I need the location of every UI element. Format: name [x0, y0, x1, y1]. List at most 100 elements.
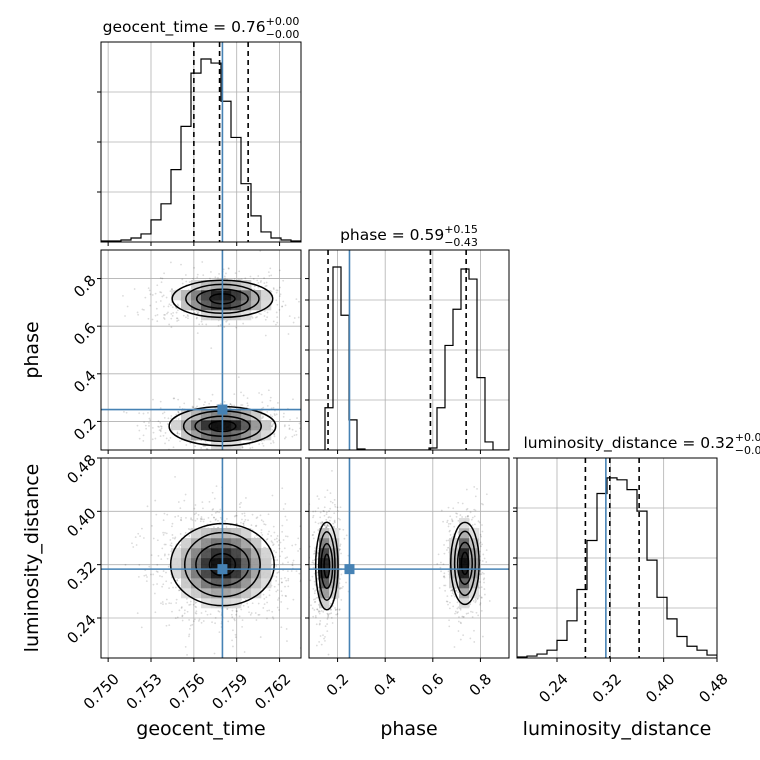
sample-point: [238, 270, 241, 273]
sample-point: [171, 534, 174, 536]
sample-point: [338, 528, 341, 530]
sample-point: [142, 434, 145, 437]
sample-point: [272, 287, 275, 289]
sample-point: [481, 635, 484, 638]
sample-point: [457, 501, 460, 504]
sample-point: [194, 439, 197, 442]
sample-point: [172, 311, 175, 314]
x-tick-label: 0.762: [251, 670, 294, 713]
sample-point: [168, 303, 171, 306]
sample-point: [484, 593, 486, 596]
sample-point: [301, 533, 303, 535]
sample-point: [287, 585, 290, 588]
sample-point: [477, 520, 480, 523]
sample-point: [126, 305, 129, 308]
density-cell: [261, 548, 272, 559]
sample-point: [189, 627, 191, 630]
sample-point: [331, 469, 333, 472]
sample-point: [342, 585, 344, 588]
sample-point: [451, 589, 454, 592]
sample-point: [264, 523, 267, 526]
sample-point: [166, 312, 168, 315]
sample-point: [467, 514, 469, 517]
sample-point: [322, 634, 324, 637]
density-cell: [221, 598, 232, 609]
density-cell: [261, 558, 272, 569]
sample-point: [185, 280, 188, 283]
sample-point: [163, 313, 166, 316]
sample-point: [323, 524, 326, 526]
sample-point: [459, 638, 462, 641]
sample-point: [313, 553, 315, 555]
sample-point: [267, 513, 270, 516]
sample-point: [464, 516, 467, 518]
sample-point: [189, 624, 192, 627]
sample-point: [266, 311, 269, 314]
x-tick-label: 0.4: [370, 670, 400, 700]
sample-point: [281, 562, 284, 565]
sample-point: [453, 525, 456, 528]
sample-point: [132, 546, 135, 548]
density-cell: [221, 290, 232, 301]
sample-point: [201, 261, 204, 263]
sample-point: [271, 494, 274, 497]
sample-point: [442, 520, 444, 523]
density-cell: [449, 568, 460, 579]
sample-point: [175, 602, 178, 604]
sample-point: [201, 323, 204, 326]
sample-point: [254, 525, 257, 528]
sample-point: [246, 402, 249, 405]
sample-point: [285, 628, 288, 630]
sample-point: [284, 535, 287, 538]
density-cell: [459, 518, 470, 529]
sample-point: [449, 529, 451, 532]
x-tick-label: 0.24: [535, 670, 571, 706]
title-minus: −0.00: [266, 28, 300, 41]
sample-point: [172, 446, 175, 449]
sample-point: [444, 589, 447, 592]
sample-point: [154, 499, 157, 502]
sample-point: [266, 609, 269, 612]
sample-point: [223, 400, 226, 403]
sample-point: [313, 609, 316, 611]
sample-point: [262, 520, 265, 523]
sample-point: [333, 503, 336, 506]
sample-point: [298, 547, 301, 550]
density-cell: [201, 420, 212, 431]
sample-point: [242, 604, 245, 607]
sample-point: [177, 319, 180, 322]
sample-point: [263, 277, 265, 280]
sample-point: [164, 442, 166, 445]
density-cell: [201, 290, 212, 301]
sample-point: [177, 304, 180, 307]
sample-point: [164, 531, 166, 534]
sample-point: [188, 633, 191, 636]
sample-point: [291, 564, 294, 566]
density-cell: [181, 410, 192, 421]
sample-point: [256, 316, 258, 318]
sample-point: [439, 566, 442, 569]
density-cell: [201, 430, 212, 441]
sample-point: [175, 598, 178, 601]
sample-point: [251, 439, 254, 442]
sample-point: [195, 512, 198, 514]
sample-point: [231, 639, 233, 642]
density-cell: [459, 528, 470, 539]
sample-point: [241, 467, 243, 469]
sample-point: [282, 300, 285, 303]
sample-point: [476, 598, 479, 600]
sample-point: [237, 278, 240, 281]
sample-point: [481, 571, 484, 574]
sample-point: [340, 552, 342, 555]
sample-point: [197, 311, 200, 313]
sample-point: [273, 433, 276, 436]
density-cell: [231, 538, 242, 549]
sample-point: [171, 525, 173, 528]
truth-marker: [217, 564, 228, 575]
x-tick-label: 0.756: [166, 670, 209, 713]
density-cell: [211, 588, 222, 599]
sample-point: [277, 571, 280, 574]
sample-point: [212, 508, 215, 510]
sample-point: [226, 608, 228, 610]
sample-point: [211, 491, 214, 494]
